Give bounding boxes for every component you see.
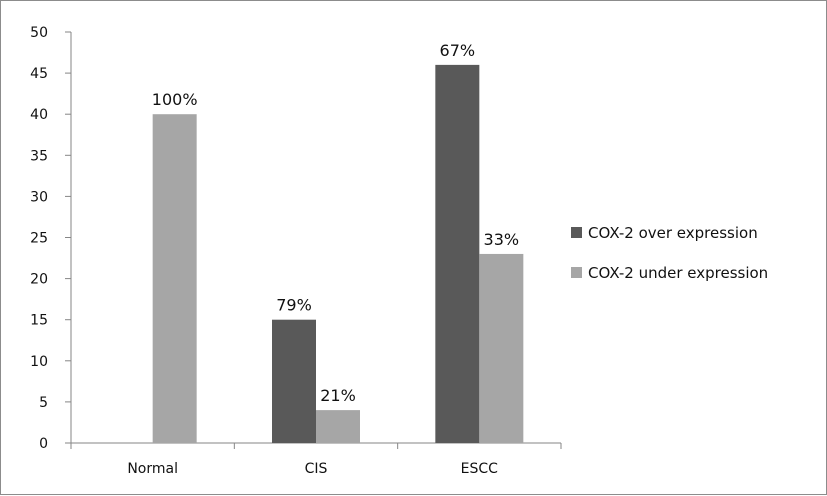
y-tick-label: 20 (30, 272, 48, 288)
x-axis: Normal CIS ESCC (70, 442, 562, 477)
legend-swatch (571, 227, 582, 238)
legend-swatch (571, 267, 582, 278)
y-tick-label: 40 (30, 107, 48, 123)
data-label: 21% (320, 386, 356, 405)
bars (152, 64, 524, 443)
legend-label: COX-2 under expression (588, 264, 768, 282)
x-tick-label: Normal (127, 461, 178, 477)
data-label: 79% (276, 296, 312, 315)
bar (435, 64, 480, 443)
bar (316, 410, 360, 443)
y-tick-label: 10 (30, 354, 48, 370)
bar (479, 253, 524, 443)
x-tick-label: CIS (305, 461, 328, 477)
y-tick-label: 35 (30, 148, 48, 164)
data-label: 67% (440, 41, 476, 60)
y-axis: 0 5 10 15 20 25 30 35 40 45 50 (30, 25, 72, 452)
bar (152, 114, 197, 443)
data-label: 33% (484, 230, 520, 249)
y-tick-label: 25 (30, 231, 48, 247)
x-tick-label: ESCC (461, 461, 499, 477)
y-tick-label: 5 (39, 395, 48, 411)
data-label: 100% (152, 90, 198, 109)
bar (272, 319, 316, 443)
legend: COX-2 over expression COX-2 under express… (571, 224, 768, 282)
y-tick-label: 15 (30, 313, 48, 329)
y-tick-label: 50 (30, 25, 48, 41)
y-tick-label: 0 (39, 436, 48, 452)
y-tick-label: 30 (30, 189, 48, 205)
legend-label: COX-2 over expression (588, 224, 758, 242)
y-tick-label: 45 (30, 66, 48, 82)
data-labels: 100% 79% 21% 67% 33% (152, 41, 519, 405)
